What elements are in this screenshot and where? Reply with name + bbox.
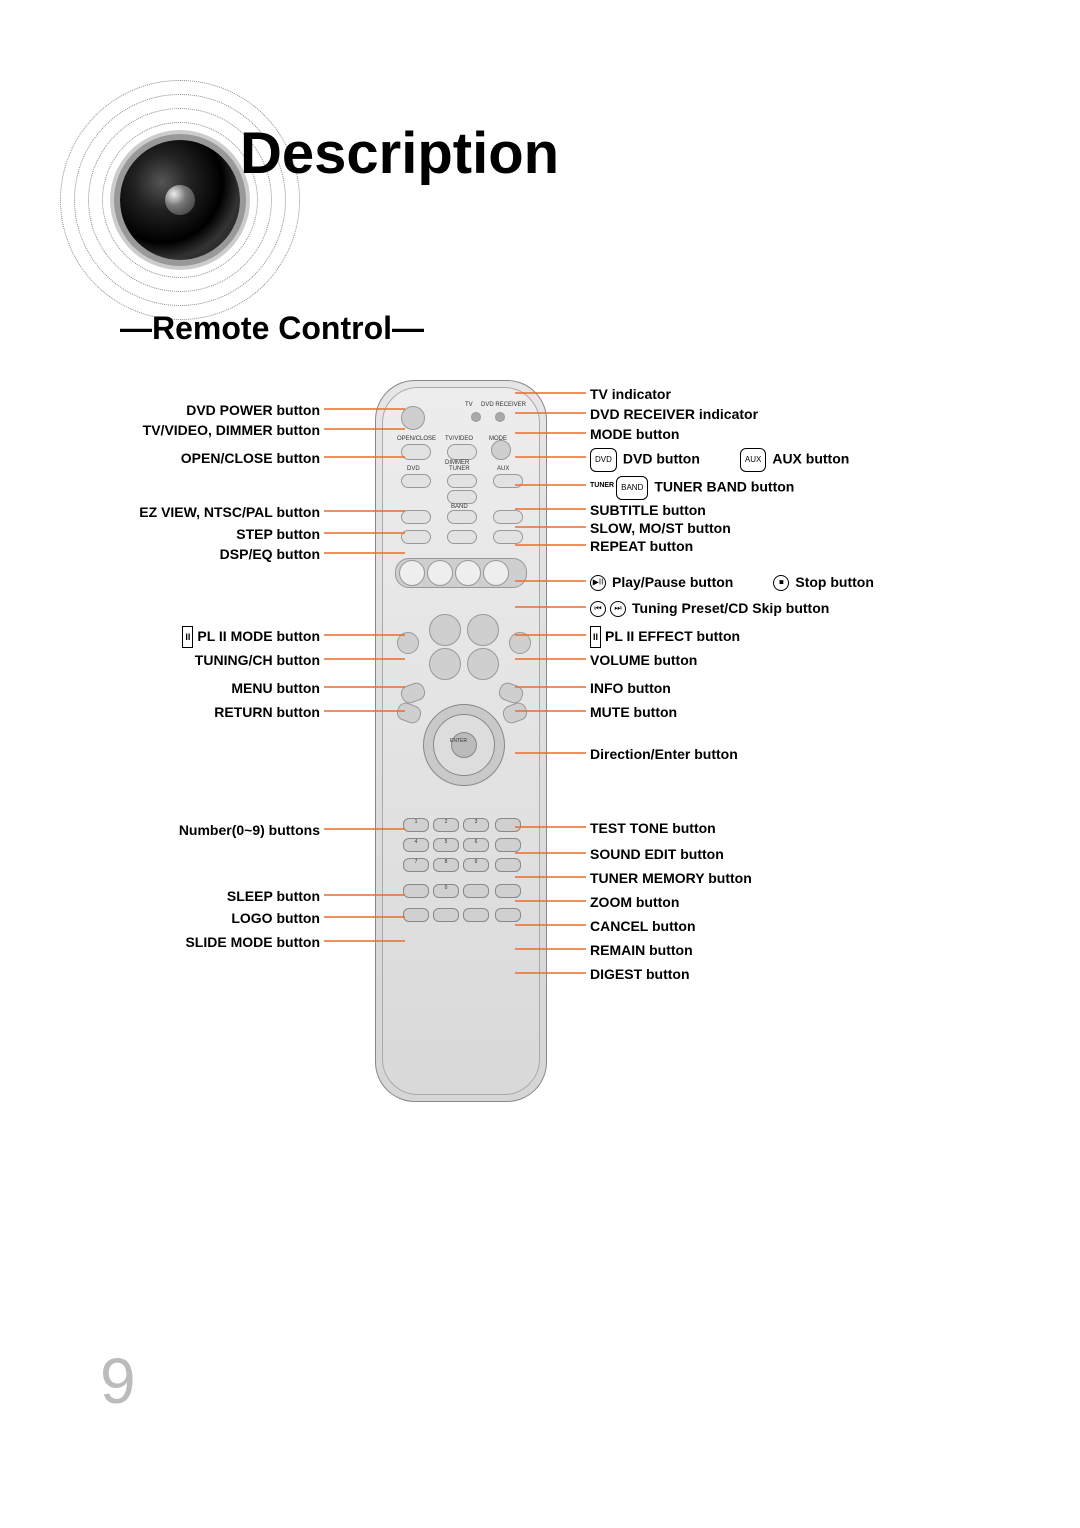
remote-body: TV DVD RECEIVER OPEN/CLOSE TV/VIDEO MODE…	[375, 380, 547, 1102]
right-label: TUNERBANDTUNER BAND button	[590, 476, 794, 500]
label-text: MUTE button	[590, 704, 677, 720]
page-number: 9	[100, 1344, 136, 1418]
label-text: TEST TONE button	[590, 820, 716, 836]
label-text: SOUND EDIT button	[590, 846, 724, 862]
label-text: TUNER BAND button	[654, 479, 794, 495]
page-title: Description	[240, 120, 559, 187]
right-label: ⏮⏭Tuning Preset/CD Skip button	[590, 598, 829, 618]
left-label: TV/VIDEO, DIMMER button	[143, 420, 320, 440]
enter-mini: ENTER	[450, 738, 467, 744]
right-label: Direction/Enter button	[590, 744, 738, 764]
label-text: TV indicator	[590, 386, 671, 402]
right-label: SUBTITLE button	[590, 500, 706, 520]
label-text: PL II EFFECT button	[605, 628, 740, 644]
speaker-graphic	[60, 80, 300, 320]
dvd-receiver-indicator-label: DVD RECEIVER	[481, 402, 526, 408]
tvvideo-mini: TV/VIDEO	[445, 436, 473, 442]
label-text-paired: AUX button	[772, 451, 849, 467]
label-text: Number(0~9) buttons	[179, 822, 320, 838]
left-label: DSP/EQ button	[220, 544, 320, 564]
label-text: PL II MODE button	[197, 628, 320, 644]
label-text: SLEEP button	[227, 888, 320, 904]
left-label: RETURN button	[214, 702, 320, 722]
label-text: TV/VIDEO, DIMMER button	[143, 422, 320, 438]
right-label: TV indicator	[590, 384, 671, 404]
label-text: MENU button	[231, 680, 320, 696]
label-text: SLIDE MODE button	[185, 934, 320, 950]
tv-indicator-label: TV	[465, 402, 473, 408]
right-label: TUNER MEMORY button	[590, 868, 752, 888]
right-label: REMAIN button	[590, 940, 693, 960]
page-subtitle: —Remote Control—	[120, 310, 424, 347]
right-label: DIGEST button	[590, 964, 690, 984]
label-text: DVD POWER button	[186, 402, 320, 418]
label-text: REMAIN button	[590, 942, 693, 958]
right-label: TEST TONE button	[590, 818, 716, 838]
left-label: MENU button	[231, 678, 320, 698]
left-label: STEP button	[236, 524, 320, 544]
left-label: OPEN/CLOSE button	[181, 448, 320, 468]
mode-mini: MODE	[489, 436, 507, 442]
label-text: STEP button	[236, 526, 320, 542]
label-text: LOGO button	[231, 910, 320, 926]
label-text: INFO button	[590, 680, 671, 696]
right-label: INFO button	[590, 678, 671, 698]
label-text: DVD button	[623, 451, 700, 467]
label-text: SLOW, MO/ST button	[590, 520, 731, 536]
right-label: DVD RECEIVER indicator	[590, 404, 758, 424]
right-label: REPEAT button	[590, 536, 693, 556]
right-label: CANCEL button	[590, 916, 696, 936]
right-label: MODE button	[590, 424, 679, 444]
label-text: DIGEST button	[590, 966, 690, 982]
label-text: VOLUME button	[590, 652, 697, 668]
left-label: SLEEP button	[227, 886, 320, 906]
label-text: RETURN button	[214, 704, 320, 720]
label-text: OPEN/CLOSE button	[181, 450, 320, 466]
label-text: DVD RECEIVER indicator	[590, 406, 758, 422]
right-label: IIPL II EFFECT button	[590, 626, 740, 648]
label-text: Direction/Enter button	[590, 746, 738, 762]
right-label: ▶IIPlay/Pause button■Stop button	[590, 572, 874, 592]
label-text: ZOOM button	[590, 894, 679, 910]
label-text: Tuning Preset/CD Skip button	[632, 600, 829, 616]
right-label: MUTE button	[590, 702, 677, 722]
label-text: TUNER MEMORY button	[590, 870, 752, 886]
right-label: VOLUME button	[590, 650, 697, 670]
left-label: TUNING/CH button	[195, 650, 320, 670]
label-text-paired: Stop button	[795, 574, 874, 590]
label-text: MODE button	[590, 426, 679, 442]
label-text: Play/Pause button	[612, 574, 733, 590]
left-label: SLIDE MODE button	[185, 932, 320, 952]
open-close-mini: OPEN/CLOSE	[397, 436, 436, 442]
aux-mini: AUX	[497, 466, 509, 472]
dvd-mini: DVD	[407, 466, 420, 472]
left-label: IIPL II MODE button	[182, 626, 320, 648]
left-label: EZ VIEW, NTSC/PAL button	[139, 502, 320, 522]
right-label: SLOW, MO/ST button	[590, 518, 731, 538]
label-text: DSP/EQ button	[220, 546, 320, 562]
left-label: Number(0~9) buttons	[179, 820, 320, 840]
right-label: ZOOM button	[590, 892, 679, 912]
label-text: SUBTITLE button	[590, 502, 706, 518]
left-label: DVD POWER button	[186, 400, 320, 420]
label-text: CANCEL button	[590, 918, 696, 934]
label-text: EZ VIEW, NTSC/PAL button	[139, 504, 320, 520]
right-label: SOUND EDIT button	[590, 844, 724, 864]
label-text: TUNING/CH button	[195, 652, 320, 668]
left-label: LOGO button	[231, 908, 320, 928]
tuner-mini: TUNER	[449, 466, 470, 472]
label-text: REPEAT button	[590, 538, 693, 554]
right-label: DVDDVD buttonAUXAUX button	[590, 448, 849, 472]
